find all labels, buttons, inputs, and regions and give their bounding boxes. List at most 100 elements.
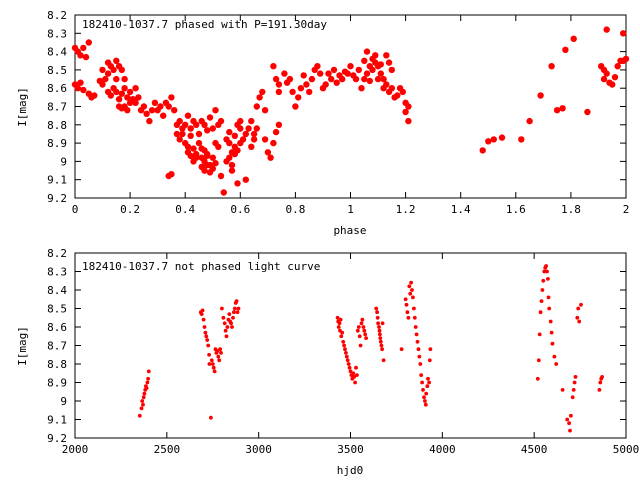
data-point (270, 139, 277, 147)
data-point (571, 388, 576, 392)
data-point (289, 88, 296, 96)
data-points (71, 26, 630, 196)
data-point (224, 334, 229, 339)
data-point (544, 264, 548, 268)
data-point (209, 358, 214, 363)
data-point (250, 130, 258, 138)
x-tick-label: 4500 (521, 443, 548, 456)
data-point (568, 428, 572, 433)
data-point (577, 319, 582, 324)
y-tick-label: 9.1 (47, 174, 67, 187)
data-point (132, 85, 139, 92)
data-point (165, 103, 172, 110)
data-point (339, 334, 344, 339)
y-axis-label: I[mag] (16, 326, 29, 366)
data-point (113, 88, 120, 96)
data-point (253, 103, 260, 110)
data-point (356, 325, 361, 329)
data-point (281, 70, 288, 77)
data-point (144, 386, 149, 390)
data-point (375, 315, 380, 320)
data-point (275, 81, 283, 88)
data-point (378, 336, 383, 340)
data-point (360, 317, 365, 322)
data-point (314, 62, 321, 70)
data-point (118, 66, 126, 74)
data-point (405, 310, 410, 315)
data-point (410, 288, 414, 292)
data-point (256, 94, 263, 101)
data-point (232, 306, 237, 311)
data-point (226, 154, 233, 161)
data-point (343, 347, 347, 352)
data-point (199, 312, 204, 316)
data-point (340, 330, 345, 335)
data-point (165, 172, 172, 180)
data-point (355, 66, 362, 74)
data-point (427, 358, 432, 363)
data-point (80, 44, 87, 52)
data-point (141, 395, 146, 400)
data-point (184, 143, 192, 150)
data-point (215, 349, 220, 353)
data-point (418, 362, 423, 366)
data-point (377, 61, 384, 68)
data-point (423, 399, 427, 403)
data-point (211, 365, 216, 370)
data-point (364, 336, 368, 340)
data-point (99, 81, 106, 88)
data-point (215, 143, 222, 150)
data-point (148, 107, 156, 114)
data-point (82, 53, 90, 61)
x-tick-label: 0.4 (175, 203, 195, 216)
data-point (538, 310, 543, 315)
data-point (565, 417, 570, 422)
data-point (408, 291, 413, 296)
data-point (421, 388, 425, 392)
data-point (227, 312, 232, 316)
y-tick-label: 8.6 (47, 321, 67, 334)
data-point (206, 343, 211, 348)
y-tick-label: 9.2 (47, 192, 67, 205)
data-point (230, 325, 234, 329)
data-point (231, 315, 235, 320)
data-point (423, 402, 428, 407)
data-point (220, 306, 224, 311)
data-point (411, 295, 415, 300)
data-point (394, 92, 401, 99)
data-point (567, 421, 571, 426)
data-point (141, 402, 145, 407)
data-point (325, 70, 332, 77)
data-point (355, 373, 359, 377)
data-point (236, 306, 241, 311)
data-point (204, 334, 209, 339)
data-point (536, 358, 541, 363)
data-point (622, 55, 630, 63)
data-point (121, 85, 128, 92)
x-tick-label: 4000 (429, 443, 456, 456)
data-point (322, 81, 329, 88)
data-point (385, 59, 393, 66)
data-point (424, 391, 429, 396)
data-point (248, 117, 255, 125)
data-point (374, 75, 382, 83)
data-point (306, 88, 313, 96)
x-tick-label: 1.8 (561, 203, 581, 216)
data-point (107, 92, 115, 99)
data-point (218, 347, 223, 352)
data-point (377, 325, 381, 329)
data-point (146, 369, 151, 374)
data-point (275, 121, 283, 128)
data-point (597, 388, 602, 392)
data-point (407, 284, 412, 289)
data-point (406, 315, 411, 320)
data-point (359, 321, 364, 326)
data-point (132, 99, 139, 107)
data-point (210, 362, 215, 366)
data-point (270, 62, 277, 70)
data-point (198, 145, 205, 152)
chart-title: 182410-1037.7 not phased light curve (82, 260, 320, 273)
data-point (201, 121, 208, 128)
data-point (187, 132, 194, 139)
data-point (187, 125, 194, 132)
